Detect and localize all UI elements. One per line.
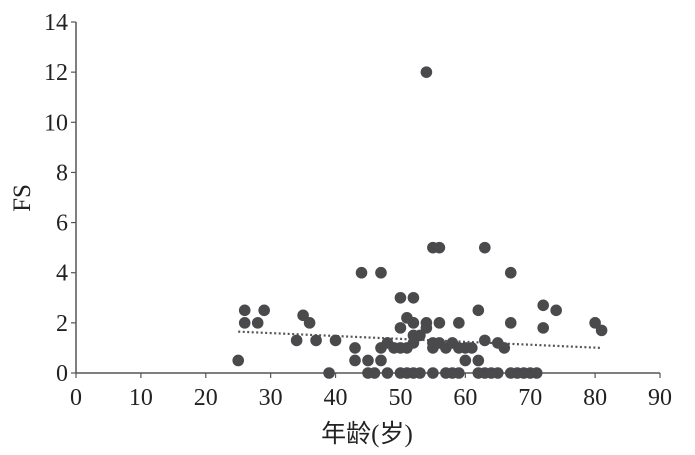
data-point bbox=[297, 309, 309, 322]
y-tick-label: 8 bbox=[56, 160, 68, 186]
data-point bbox=[537, 299, 549, 312]
y-tick-label: 10 bbox=[44, 110, 68, 136]
x-tick-label: 90 bbox=[648, 385, 672, 411]
data-point bbox=[232, 354, 245, 367]
data-point bbox=[453, 317, 465, 329]
data-point bbox=[427, 367, 439, 379]
y-tick-label: 6 bbox=[56, 211, 68, 237]
data-point bbox=[349, 342, 361, 354]
x-tick-label: 80 bbox=[583, 385, 607, 411]
x-tick-label: 10 bbox=[129, 385, 153, 411]
data-point bbox=[472, 354, 485, 367]
y-tick-label: 0 bbox=[56, 361, 68, 387]
x-tick-label: 60 bbox=[453, 385, 477, 411]
data-point bbox=[394, 291, 407, 304]
data-point bbox=[375, 354, 387, 367]
data-point bbox=[414, 329, 426, 342]
data-point bbox=[407, 317, 420, 329]
x-tick-label: 40 bbox=[324, 385, 348, 411]
y-tick-label: 14 bbox=[44, 10, 68, 36]
data-point bbox=[407, 291, 420, 304]
x-tick-label: 20 bbox=[194, 385, 218, 411]
y-axis-ticks: 0 2 4 6 8 10 12 14 bbox=[44, 10, 76, 387]
data-point bbox=[504, 317, 517, 329]
data-point bbox=[433, 317, 446, 329]
data-point bbox=[466, 342, 478, 354]
data-point bbox=[550, 304, 562, 317]
data-point bbox=[362, 354, 374, 367]
data-point bbox=[589, 317, 601, 329]
data-point bbox=[453, 367, 465, 379]
data-point bbox=[414, 367, 426, 379]
data-point bbox=[258, 304, 270, 317]
data-point bbox=[459, 354, 472, 367]
data-point bbox=[323, 367, 335, 379]
y-tick-label: 2 bbox=[56, 311, 68, 337]
data-point bbox=[407, 337, 420, 349]
data-point bbox=[479, 241, 491, 254]
axes bbox=[75, 22, 660, 374]
data-point bbox=[530, 367, 543, 379]
data-point bbox=[368, 367, 381, 379]
data-point bbox=[498, 342, 511, 354]
data-point bbox=[472, 304, 485, 317]
data-point bbox=[303, 317, 316, 329]
data-point bbox=[479, 334, 491, 347]
x-tick-label: 70 bbox=[518, 385, 542, 411]
data-point bbox=[238, 304, 251, 317]
data-point bbox=[290, 334, 303, 347]
data-point bbox=[238, 317, 251, 329]
data-point bbox=[420, 66, 433, 78]
data-point bbox=[375, 266, 387, 279]
x-tick-label: 0 bbox=[70, 385, 82, 411]
y-axis-label: FS bbox=[9, 184, 36, 212]
data-point bbox=[310, 334, 322, 347]
data-point bbox=[433, 241, 446, 254]
data-point bbox=[329, 334, 342, 347]
data-point bbox=[381, 367, 394, 379]
x-tick-label: 30 bbox=[259, 385, 283, 411]
data-point bbox=[491, 367, 504, 379]
x-axis-ticks: 0 10 20 30 40 50 60 70 80 90 bbox=[70, 373, 672, 411]
data-point bbox=[537, 322, 549, 334]
data-point bbox=[420, 322, 433, 334]
y-tick-label: 12 bbox=[44, 60, 68, 86]
data-point bbox=[504, 266, 517, 279]
data-points bbox=[232, 66, 608, 379]
y-tick-label: 4 bbox=[56, 261, 68, 287]
x-tick-label: 50 bbox=[388, 385, 412, 411]
data-point bbox=[251, 317, 264, 329]
data-point bbox=[394, 322, 407, 334]
data-point bbox=[349, 354, 361, 367]
data-point bbox=[355, 266, 368, 279]
x-axis-label: 年龄(岁) bbox=[321, 420, 413, 448]
data-point bbox=[595, 324, 608, 337]
